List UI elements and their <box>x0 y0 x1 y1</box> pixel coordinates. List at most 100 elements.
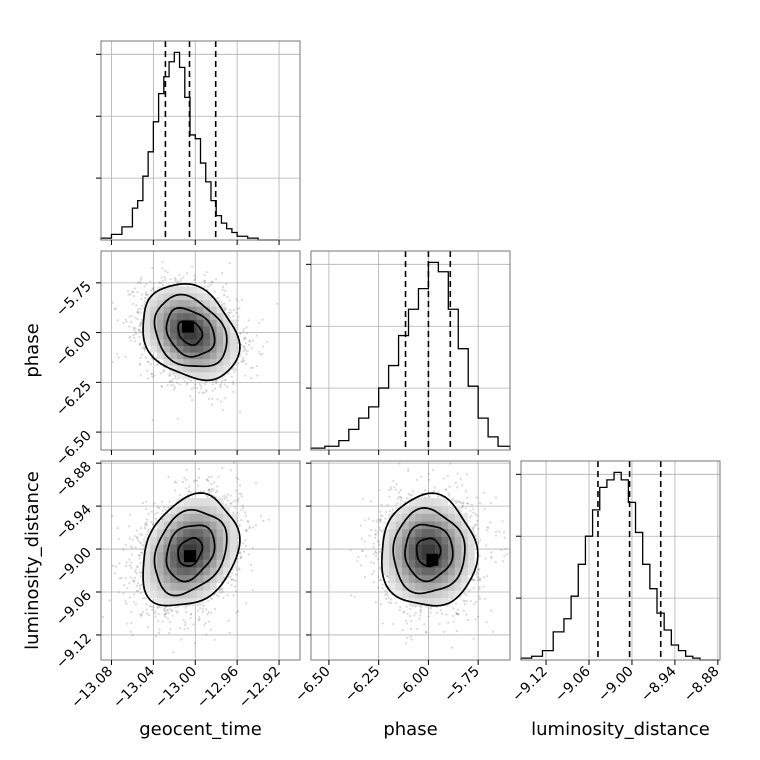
scatter-point <box>184 606 187 609</box>
scatter-point <box>138 541 141 544</box>
scatter-point <box>145 282 148 286</box>
scatter-point <box>190 388 193 391</box>
scatter-point <box>214 387 217 390</box>
scatter-point <box>219 384 222 387</box>
scatter-point <box>193 642 197 645</box>
scatter-point <box>176 417 179 420</box>
scatter-point <box>127 293 130 296</box>
scatter-point <box>226 499 229 502</box>
scatter-point <box>128 537 131 540</box>
scatter-point <box>134 568 137 571</box>
scatter-point <box>131 538 134 541</box>
scatter-point <box>244 337 247 340</box>
scatter-point <box>165 611 168 614</box>
scatter-point <box>248 553 251 556</box>
scatter-point <box>147 513 150 516</box>
scatter-point <box>206 285 210 288</box>
scatter-point <box>223 306 226 309</box>
scatter-point <box>245 326 248 329</box>
scatter-point <box>137 328 140 331</box>
scatter-point <box>243 347 247 350</box>
scatter-point <box>138 342 142 345</box>
scatter-point <box>221 588 224 591</box>
scatter-point <box>220 272 224 275</box>
scatter-point <box>213 290 216 293</box>
scatter-point <box>210 612 213 615</box>
scatter-point <box>166 271 169 274</box>
scatter-point <box>223 379 226 382</box>
scatter-point <box>139 356 142 360</box>
scatter-point <box>153 502 156 505</box>
scatter-point <box>258 321 261 324</box>
scatter-point <box>234 590 237 593</box>
scatter-point <box>111 361 114 364</box>
scatter-point <box>228 631 231 634</box>
scatter-point <box>124 543 128 546</box>
scatter-point <box>128 596 131 599</box>
scatter-point <box>130 621 133 625</box>
scatter-point <box>234 573 237 576</box>
scatter-point <box>207 620 210 623</box>
scatter-point <box>136 566 139 569</box>
scatter-point <box>219 591 222 594</box>
scatter-point <box>130 314 133 318</box>
scatter-point <box>219 386 222 389</box>
scatter-point <box>198 383 201 386</box>
scatter-point <box>241 356 245 359</box>
scatter-point <box>139 307 142 311</box>
scatter-point <box>242 350 245 353</box>
scatter-point <box>202 279 206 282</box>
scatter-point <box>197 467 201 471</box>
scatter-point <box>138 362 141 365</box>
scatter-point <box>128 336 131 339</box>
scatter-point <box>203 382 207 386</box>
scatter-point <box>139 562 142 565</box>
scatter-point <box>234 489 238 492</box>
scatter-point <box>237 567 241 570</box>
scatter-point <box>150 605 153 608</box>
scatter-point <box>169 628 172 631</box>
scatter-point <box>185 383 188 386</box>
scatter-point <box>239 552 242 555</box>
scatter-point <box>227 619 230 623</box>
scatter-point <box>113 307 116 310</box>
scatter-point <box>236 610 240 613</box>
scatter-point <box>153 289 156 292</box>
scatter-point <box>237 500 240 503</box>
scatter-point <box>215 381 218 384</box>
scatter-point <box>144 524 147 527</box>
scatter-point <box>204 622 207 625</box>
scatter-point <box>125 561 128 564</box>
scatter-point <box>147 360 150 364</box>
scatter-point <box>176 280 179 283</box>
scatter-point <box>234 499 237 502</box>
scatter-point <box>170 609 173 612</box>
scatter-point <box>152 282 155 285</box>
scatter-point <box>156 511 159 514</box>
scatter-point <box>169 380 172 383</box>
scatter-point <box>230 375 233 378</box>
scatter-point <box>219 383 222 386</box>
scatter-point <box>242 327 245 330</box>
scatter-point <box>114 308 117 311</box>
scatter-point <box>166 609 169 612</box>
scatter-point <box>153 610 157 613</box>
scatter-point <box>151 523 154 526</box>
scatter-point <box>132 333 135 337</box>
scatter-point <box>224 289 227 292</box>
scatter-point <box>140 321 143 324</box>
scatter-point <box>221 466 224 470</box>
scatter-point <box>231 568 235 571</box>
scatter-point <box>160 385 164 388</box>
scatter-point <box>261 345 265 348</box>
scatter-point <box>208 488 211 491</box>
scatter-point <box>236 319 240 322</box>
scatter-point <box>123 584 126 587</box>
scatter-point <box>242 550 246 553</box>
scatter-point <box>137 311 140 314</box>
scatter-point <box>204 388 208 392</box>
scatter-point <box>146 626 150 629</box>
scatter-point <box>183 476 186 480</box>
scatter-point <box>201 391 204 394</box>
